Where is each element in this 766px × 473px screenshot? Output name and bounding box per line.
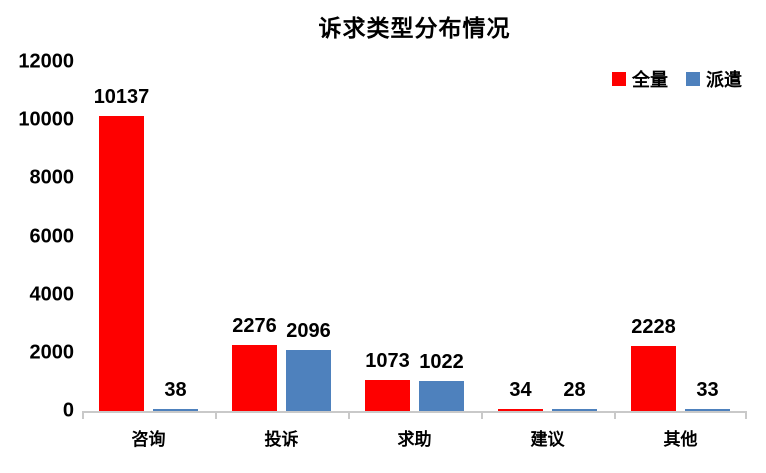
- y-tick-label: 10000: [18, 108, 74, 131]
- plot-area: 10137 38 2276 2096 1073 1022 34 28 2228 33: [82, 62, 747, 419]
- x-axis-tick: [614, 413, 616, 419]
- y-tick-label: 6000: [29, 225, 75, 247]
- legend: 全量 派遣: [0, 66, 742, 92]
- y-axis: 0 2000 4000 6000 8000 10000 12000: [0, 51, 75, 422]
- x-category-label: 咨询: [131, 430, 166, 449]
- x-category-label: 投诉: [264, 430, 299, 449]
- bar-series-1-cat-3: [552, 408, 597, 411]
- x-category-label: 求助: [397, 430, 432, 449]
- bar-value-label: 1073: [365, 349, 410, 372]
- bar-value-label: 2228: [631, 316, 676, 339]
- bar-value-label: 34: [509, 378, 532, 401]
- bar-value-label: 2276: [232, 314, 277, 337]
- bar-series-1-cat-0: [153, 408, 198, 411]
- bar-series-0-cat-3: [498, 408, 543, 411]
- bar-series-0-cat-0: [99, 116, 144, 411]
- bar-value-label: 38: [164, 378, 187, 401]
- y-tick-label: 4000: [29, 283, 75, 306]
- x-axis-tick: [348, 413, 350, 419]
- legend-swatch-icon: [612, 72, 626, 86]
- x-axis-tick: [481, 413, 483, 419]
- bar-series-0-cat-1: [232, 344, 277, 411]
- legend-label: 派遣: [706, 70, 742, 90]
- bar-series-0-cat-4: [631, 346, 676, 411]
- x-axis-tick: [215, 413, 217, 419]
- y-tick-label: 8000: [29, 166, 75, 189]
- bar-value-label: 28: [563, 378, 586, 401]
- x-category-label: 其他: [663, 430, 698, 449]
- bar-series-1-cat-2: [419, 381, 464, 411]
- x-axis: 咨询 投诉 求助 建议 其他: [82, 425, 747, 455]
- bar-value-label: 10137: [93, 86, 150, 109]
- bar-value-label: 2096: [286, 320, 331, 343]
- chart-title: 诉求类型分布情况: [318, 15, 511, 41]
- y-tick-label: 2000: [29, 341, 75, 364]
- bar-series-1-cat-1: [286, 350, 331, 411]
- legend-swatch-icon: [686, 72, 700, 86]
- x-axis-tick: [745, 413, 747, 419]
- legend-label: 全量: [632, 70, 668, 90]
- bar-value-label: 33: [696, 378, 719, 401]
- bar-value-label: 1022: [419, 351, 464, 374]
- y-tick-label: 0: [62, 399, 74, 422]
- bar-series-0-cat-2: [365, 379, 410, 411]
- x-axis-tick: [82, 413, 84, 419]
- bar-series-1-cat-4: [685, 408, 730, 411]
- y-tick-label: 12000: [18, 50, 74, 73]
- legend-item-series-1: 派遣: [686, 66, 742, 92]
- legend-item-series-0: 全量: [612, 66, 668, 92]
- x-category-label: 建议: [530, 430, 565, 449]
